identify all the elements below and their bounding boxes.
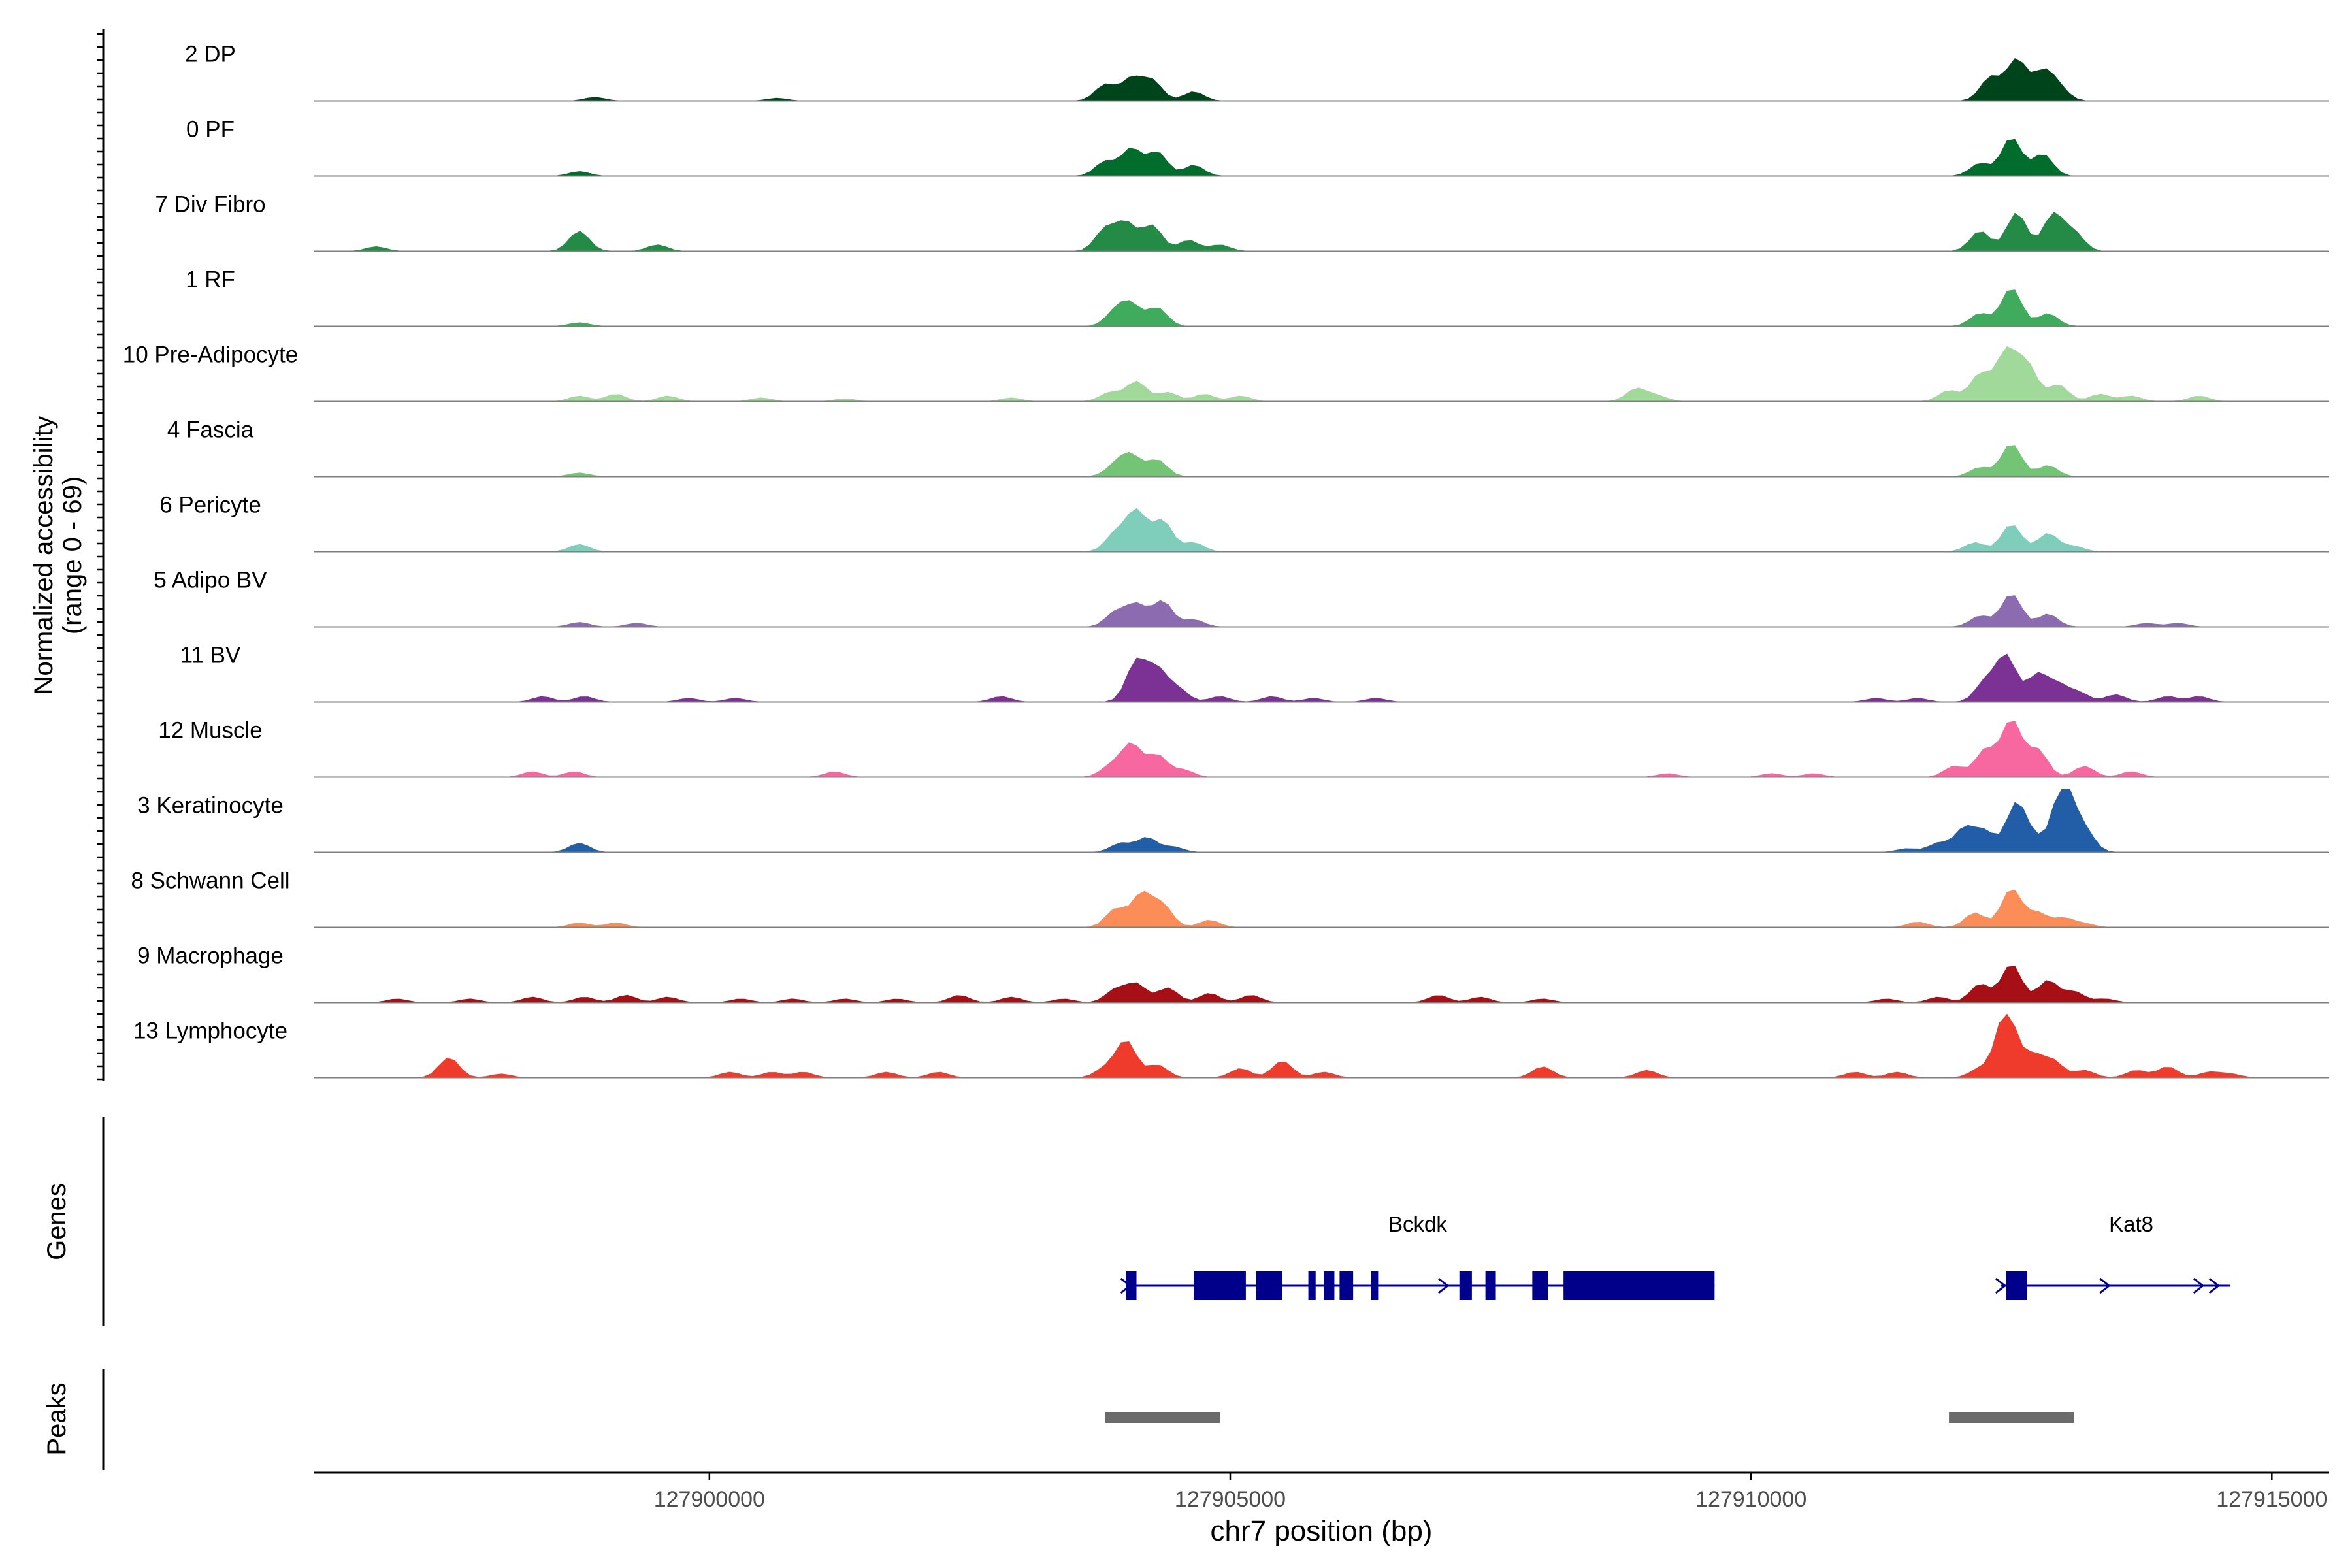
coverage-area (314, 1013, 2329, 1078)
y-axis-title: Normalized accessibility (range 0 - 69) (29, 416, 87, 695)
gene-bckdk: Bckdk (1120, 1212, 1715, 1300)
exon (1371, 1271, 1379, 1300)
track-8-schwann-cell: 8 Schwann Cell (131, 868, 2329, 928)
track-label: 9 Macrophage (137, 943, 284, 969)
strand-arrow (2208, 1277, 2221, 1294)
track-label: 12 Muscle (158, 718, 263, 743)
track-label: 11 BV (180, 643, 241, 668)
coverage-area (314, 346, 2329, 402)
track-12-muscle: 12 Muscle (158, 718, 2329, 778)
exon (1324, 1271, 1335, 1300)
gene-kat8: Kat8 (1995, 1212, 2230, 1300)
genes-track-label: Genes (42, 1183, 71, 1260)
coverage-tracks: 2 DP 0 PF 7 Div Fibro 1 RF 10 Pre-Adipocyte 4… (97, 29, 2329, 1081)
y-axis-label-line2: (range 0 - 69) (58, 476, 87, 634)
x-axis-title: chr7 position (bp) (1211, 1515, 1433, 1547)
exon (2006, 1271, 2027, 1300)
coverage-area (314, 966, 2329, 1004)
coverage-area (314, 595, 2329, 627)
track-1-rf: 1 RF (186, 267, 2329, 327)
strand-arrow (1120, 1277, 1132, 1294)
strand-arrow (2193, 1277, 2205, 1294)
coverage-area (314, 212, 2329, 252)
track-label: 1 RF (186, 267, 235, 293)
peaks-track (102, 1369, 2074, 1470)
track-2-dp: 2 DP (185, 42, 2329, 102)
coverage-area (314, 721, 2329, 777)
track-label: 0 PF (186, 117, 235, 142)
track-7-div-fibro: 7 Div Fibro (155, 192, 2329, 252)
exon (1563, 1271, 1715, 1300)
x-tick-label: 127905000 (1175, 1487, 1286, 1512)
strand-arrow (1437, 1277, 1450, 1294)
coverage-area (314, 139, 2329, 176)
track-4-fascia: 4 Fascia (167, 417, 2329, 478)
y-axis-label-line1: Normalized accessibility (29, 416, 58, 695)
exon (1256, 1271, 1282, 1300)
coverage-area (314, 57, 2329, 101)
track-3-keratinocyte: 3 Keratinocyte (137, 789, 2329, 853)
strand-arrow (2099, 1277, 2111, 1294)
exon (1459, 1271, 1472, 1300)
coverage-area (314, 508, 2329, 552)
track-11-bv: 11 BV (180, 643, 2329, 703)
gene-name: Kat8 (2109, 1212, 2153, 1236)
track-label: 8 Schwann Cell (131, 868, 289, 894)
track-label: 13 Lymphocyte (133, 1019, 287, 1044)
exon (1532, 1271, 1548, 1300)
coverage-area (314, 653, 2329, 702)
track-label: 10 Pre-Adipocyte (123, 342, 298, 368)
exon (1485, 1271, 1496, 1300)
x-tick-label: 127910000 (1695, 1487, 1806, 1512)
peak-region (1105, 1412, 1220, 1423)
peak-region (1949, 1412, 2074, 1423)
gene-name: Bckdk (1388, 1212, 1447, 1236)
track-label: 2 DP (185, 42, 236, 67)
coverage-area (314, 889, 2329, 928)
coverage-area (314, 289, 2329, 327)
track-0-pf: 0 PF (186, 117, 2329, 177)
track-label: 6 Pericyte (159, 493, 261, 518)
strand-arrow (1995, 1277, 2007, 1294)
x-tick-label: 127915000 (2216, 1487, 2327, 1512)
coverage-area (314, 789, 2329, 853)
track-label: 4 Fascia (167, 417, 254, 443)
track-5-adipo-bv: 5 Adipo BV (154, 568, 2329, 628)
x-axis: 127900000 127905000 127910000 127915000 (314, 1471, 2329, 1512)
track-label: 7 Div Fibro (155, 192, 265, 218)
track-label: 5 Adipo BV (154, 568, 267, 593)
coverage-area (314, 445, 2329, 477)
x-tick-label: 127900000 (654, 1487, 765, 1512)
peaks-track-label: Peaks (42, 1382, 71, 1455)
exon (1194, 1271, 1246, 1300)
exon (1308, 1271, 1316, 1300)
gene-track: Bckdk Kat8 (102, 1117, 2230, 1326)
track-9-macrophage: 9 Macrophage (137, 943, 2329, 1004)
exon (1339, 1271, 1354, 1300)
track-10-pre-adipocyte: 10 Pre-Adipocyte (123, 342, 2329, 402)
track-13-lymphocyte: 13 Lymphocyte (133, 1013, 2329, 1079)
track-label: 3 Keratinocyte (137, 793, 284, 819)
track-6-pericyte: 6 Pericyte (159, 493, 2329, 553)
